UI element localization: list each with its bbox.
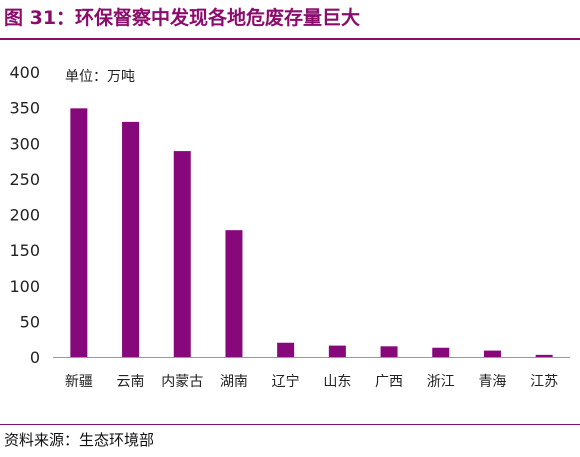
y-tick-label: 250 (9, 170, 40, 189)
x-tick-label: 江苏 (530, 374, 558, 390)
bars (70, 108, 553, 358)
y-tick-label: 50 (20, 312, 40, 331)
y-tick-label: 150 (9, 241, 40, 260)
bar-9 (535, 354, 553, 357)
y-tick-label: 300 (9, 134, 40, 153)
y-tick-label: 200 (9, 206, 40, 225)
x-tick-label: 山东 (323, 374, 351, 390)
x-tick-label: 广西 (375, 374, 403, 390)
bar-0 (70, 108, 88, 358)
y-tick-label: 400 (9, 63, 40, 82)
x-tick-label: 辽宁 (272, 373, 300, 390)
footer-divider (0, 424, 580, 425)
x-tick-label: 云南 (117, 374, 145, 390)
bar-1 (122, 121, 140, 357)
x-tick-label: 内蒙古 (161, 374, 203, 390)
x-tick-label: 湖南 (220, 374, 248, 390)
bar-7 (432, 347, 450, 357)
x-tick-label: 浙江 (427, 374, 455, 390)
x-tick-label: 青海 (478, 374, 506, 390)
bar-4 (277, 342, 295, 357)
y-axis-ticks: 0 50 100 150 200 250 300 350 400 (9, 63, 40, 367)
source-note: 资料来源：生态环境部 (4, 431, 155, 449)
page-title: 图 31：环保督察中发现各地危废存量巨大 (4, 7, 361, 29)
bar-6 (380, 346, 398, 357)
y-tick-label: 100 (9, 277, 40, 296)
bar-3 (225, 230, 243, 357)
bar-2 (173, 151, 191, 357)
y-tick-label: 350 (9, 99, 40, 118)
x-tick-label: 新疆 (65, 374, 93, 390)
unit-label: 单位：万吨 (65, 69, 135, 85)
x-axis-ticks: 新疆 云南 内蒙古 湖南 辽宁 山东 广西 浙江 青海 江苏 (65, 373, 558, 390)
y-tick-label: 0 (30, 348, 40, 367)
bar-8 (483, 350, 501, 357)
bar-5 (328, 345, 346, 357)
title-divider (0, 38, 580, 40)
bar-chart: 单位：万吨 0 50 100 150 200 250 300 350 400 新疆 云南 内蒙古 湖南… (9, 63, 570, 390)
